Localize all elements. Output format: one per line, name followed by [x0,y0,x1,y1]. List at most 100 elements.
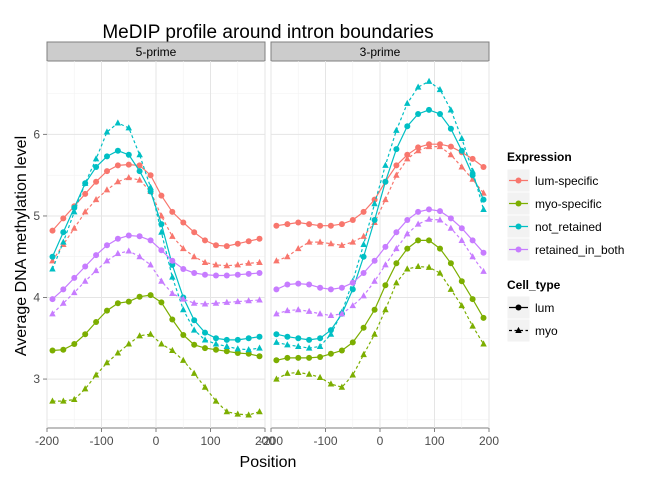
data-point-myo-specific-lum [60,346,67,353]
data-point-not_retained-myo [92,155,100,162]
x-tick-label: 200 [479,434,499,448]
data-point-not_retained-lum [393,146,400,153]
facet-panel-3-prime: 3-prime -200 -100 0 100 200 [259,41,499,448]
data-point-retained_in_both-lum [114,235,121,242]
data-point-not_retained-myo [371,200,378,207]
data-point-retained_in_both-myo [114,249,122,256]
x-tick-label: -100 [313,434,337,448]
data-point-retained_in_both-lum [256,270,263,276]
data-point-not_retained-lum [415,111,422,117]
data-point-retained_in_both-lum [393,229,400,236]
data-point-lum-specific-lum [404,151,411,158]
series-line-not_retained-myo [51,122,260,351]
data-point-not_retained-lum [245,335,252,342]
data-point-myo-specific-lum [469,296,476,303]
data-point-lum-specific-lum [125,161,132,168]
x-axis-label: Position [240,454,297,471]
data-point-retained_in_both-myo [436,216,444,223]
y-tick-label: 6 [33,127,40,141]
data-point-myo-specific-lum [93,319,100,325]
data-point-retained_in_both-lum [338,284,345,291]
data-point-myo-specific-lum [256,353,263,360]
data-point-retained_in_both-lum [306,281,313,288]
data-point-myo-specific-myo [316,373,324,380]
data-point-retained_in_both-lum [480,249,487,256]
data-point-retained_in_both-myo [256,296,263,303]
data-point-myo-specific-lum [426,237,432,244]
y-tick-label: 5 [33,209,40,223]
data-point-lum-specific-myo [81,208,89,215]
data-point-myo-specific-myo [190,369,198,376]
data-point-retained_in_both-myo [284,306,291,314]
data-point-not_retained-lum [437,111,443,117]
data-point-myo-specific-myo [125,340,132,347]
data-point-not_retained-myo [71,208,78,215]
data-point-retained_in_both-lum [371,257,378,264]
data-point-lum-specific-myo [273,257,280,264]
data-point-retained_in_both-lum [447,215,454,222]
data-point-myo-specific-lum [104,307,110,314]
data-point-retained_in_both-myo [147,261,154,268]
chart-title: MeDIP profile around intron boundaries [102,22,433,43]
data-point-not_retained-myo [245,346,252,353]
data-point-not_retained-myo [125,124,132,131]
x-tick-label: 100 [424,434,444,448]
data-point-myo-specific-lum [158,299,165,306]
data-point-not_retained-lum [60,229,67,236]
data-point-retained_in_both-myo [425,215,433,222]
data-point-lum-specific-myo [103,186,111,193]
data-point-retained_in_both-lum [93,252,100,259]
data-point-not_retained-lum [93,164,100,170]
data-point-myo-specific-lum [415,237,422,244]
data-point-lum-specific-lum [114,162,121,169]
data-point-retained_in_both-myo [305,307,313,314]
data-point-myo-specific-lum [447,260,454,267]
data-point-lum-specific-lum [60,215,67,222]
data-point-retained_in_both-lum [426,206,432,213]
data-point-lum-specific-myo [256,258,263,265]
data-point-not_retained-lum [469,172,476,179]
data-point-not_retained-lum [306,336,313,343]
data-point-retained_in_both-lum [234,271,241,278]
facet-strip-label: 3-prime [360,45,401,59]
facet-panels: 5-prime -200 -100 0 100 200 3 4 5 6 3-prime -200 -10… [33,41,499,448]
data-point-retained_in_both-myo [223,298,231,305]
legend-label-expression: retained_in_both [535,243,624,257]
legend-title-expression: Expression [507,150,572,164]
data-point-myo-specific-myo [458,302,465,309]
data-point-myo-specific-lum [295,354,302,361]
data-point-retained_in_both-lum [49,296,56,303]
data-point-myo-specific-lum [393,260,400,267]
data-point-lum-specific-lum [295,219,302,226]
data-point-myo-specific-lum [404,245,411,252]
data-point-retained_in_both-myo [125,247,132,254]
data-point-lum-specific-myo [338,241,346,248]
data-point-myo-specific-lum [180,332,187,338]
data-point-lum-specific-myo [393,171,400,178]
data-point-lum-specific-myo [223,262,231,269]
data-point-myo-specific-myo [49,397,56,404]
data-point-retained_in_both-lum [437,208,443,215]
data-point-myo-specific-myo [436,269,444,276]
legend-label-cell-type: myo [535,324,558,338]
legend-label-expression: not_retained [535,220,602,234]
data-point-not_retained-myo [147,183,154,190]
x-tick-label: -200 [259,434,283,448]
data-point-myo-specific-myo [349,371,356,378]
x-tick-label: 0 [377,434,384,448]
data-point-myo-specific-lum [71,341,78,347]
data-point-lum-specific-lum [169,208,176,215]
data-point-lum-specific-lum [49,227,56,234]
data-point-not_retained-lum [273,331,280,338]
legend-key-point [515,326,522,334]
data-point-myo-specific-lum [202,345,208,352]
data-point-not_retained-myo [169,273,176,280]
data-point-myo-specific-lum [245,350,252,357]
data-point-not_retained-lum [371,217,378,223]
data-point-lum-specific-lum [317,222,324,229]
data-point-myo-specific-lum [114,300,121,307]
data-point-myo-specific-myo [305,370,313,377]
data-point-lum-specific-lum [82,190,89,197]
data-point-not_retained-lum [136,168,143,175]
